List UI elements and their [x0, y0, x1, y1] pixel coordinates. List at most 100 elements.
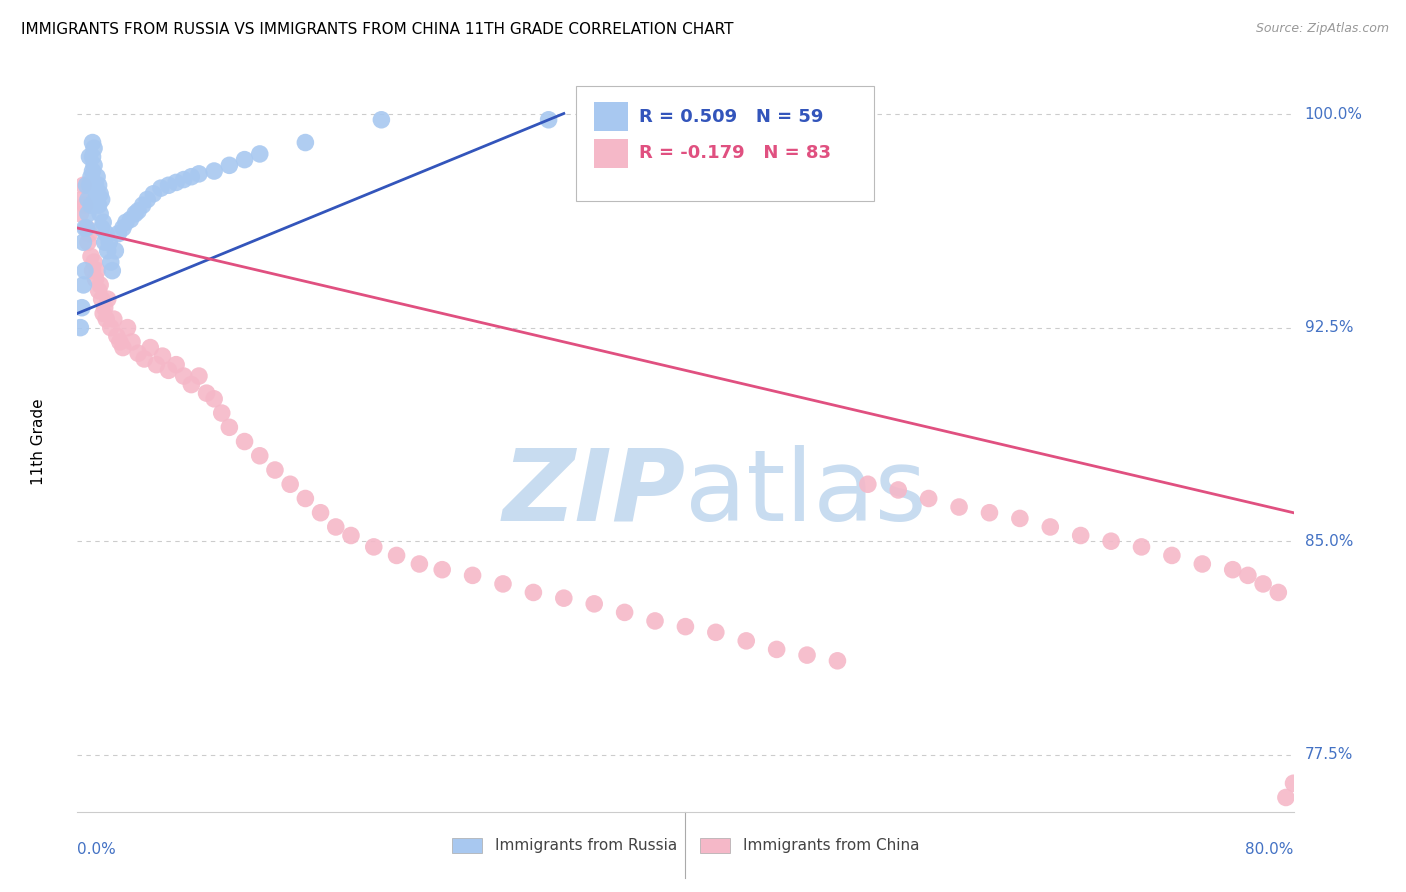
Point — [86, 169, 108, 184]
Point — [108, 334, 131, 349]
Point — [101, 263, 124, 277]
Point — [97, 244, 120, 258]
Point — [918, 491, 941, 506]
Point — [73, 198, 96, 212]
Point — [93, 235, 115, 250]
Point — [644, 614, 666, 628]
Point — [796, 648, 818, 662]
Point — [211, 406, 233, 420]
Point — [100, 320, 122, 334]
Point — [1191, 557, 1213, 571]
Point — [121, 334, 143, 349]
Point — [77, 235, 100, 250]
Point — [82, 136, 104, 150]
Point — [134, 351, 156, 366]
Point — [83, 255, 105, 269]
Point — [87, 284, 110, 298]
Point — [73, 263, 96, 277]
Point — [96, 227, 118, 241]
FancyBboxPatch shape — [595, 139, 628, 168]
Point — [553, 591, 575, 606]
Point — [90, 292, 112, 306]
Point — [100, 255, 122, 269]
Point — [1251, 577, 1274, 591]
Legend: Immigrants from Russia, Immigrants from China: Immigrants from Russia, Immigrants from … — [446, 831, 925, 860]
Point — [111, 221, 134, 235]
Point — [188, 369, 211, 384]
Point — [370, 112, 392, 127]
Point — [115, 215, 138, 229]
Text: ZIP: ZIP — [502, 445, 686, 541]
Text: 11th Grade: 11th Grade — [31, 398, 46, 485]
Point — [1222, 563, 1244, 577]
Point — [136, 193, 159, 207]
Point — [89, 277, 111, 292]
Point — [87, 178, 110, 193]
Point — [77, 207, 100, 221]
Point — [83, 141, 105, 155]
Point — [72, 277, 94, 292]
Point — [856, 477, 879, 491]
Text: 0.0%: 0.0% — [77, 842, 117, 857]
Point — [70, 193, 93, 207]
Point — [82, 263, 104, 277]
Point — [75, 178, 97, 193]
Point — [385, 549, 408, 563]
Point — [1130, 540, 1153, 554]
Point — [86, 186, 108, 201]
Point — [77, 193, 100, 207]
Point — [149, 181, 172, 195]
Text: R = -0.179   N = 83: R = -0.179 N = 83 — [640, 144, 831, 161]
Point — [111, 341, 134, 355]
Point — [1070, 528, 1092, 542]
Point — [97, 292, 120, 306]
Point — [82, 150, 104, 164]
Point — [79, 178, 101, 193]
Point — [827, 654, 849, 668]
Point — [87, 198, 110, 212]
Text: IMMIGRANTS FROM RUSSIA VS IMMIGRANTS FROM CHINA 11TH GRADE CORRELATION CHART: IMMIGRANTS FROM RUSSIA VS IMMIGRANTS FRO… — [21, 22, 734, 37]
Point — [73, 221, 96, 235]
Point — [1008, 511, 1031, 525]
Text: 92.5%: 92.5% — [1305, 320, 1353, 335]
Point — [80, 169, 103, 184]
Point — [89, 207, 111, 221]
Point — [461, 568, 484, 582]
Point — [145, 358, 167, 372]
Point — [979, 506, 1001, 520]
Point — [430, 563, 453, 577]
Point — [704, 625, 727, 640]
Point — [363, 540, 385, 554]
Point — [1275, 790, 1298, 805]
Point — [233, 153, 256, 167]
Point — [93, 301, 115, 315]
Point — [69, 207, 91, 221]
Point — [249, 449, 271, 463]
Text: 80.0%: 80.0% — [1246, 842, 1294, 857]
Point — [1099, 534, 1122, 549]
Point — [117, 320, 139, 334]
Point — [188, 167, 211, 181]
Text: 85.0%: 85.0% — [1305, 533, 1353, 549]
Point — [765, 642, 787, 657]
Point — [537, 112, 560, 127]
Point — [675, 620, 697, 634]
Point — [80, 249, 103, 263]
Text: atlas: atlas — [686, 445, 927, 541]
Point — [72, 178, 94, 193]
Point — [522, 585, 544, 599]
Point — [180, 169, 202, 184]
Point — [104, 244, 127, 258]
Point — [84, 178, 107, 193]
Point — [152, 349, 174, 363]
Point — [83, 158, 105, 172]
Point — [80, 198, 103, 212]
Point — [165, 358, 187, 372]
Point — [70, 301, 93, 315]
Point — [91, 306, 114, 320]
Point — [89, 186, 111, 201]
Point — [173, 172, 195, 186]
Point — [202, 164, 225, 178]
Point — [127, 346, 149, 360]
Point — [340, 528, 363, 542]
